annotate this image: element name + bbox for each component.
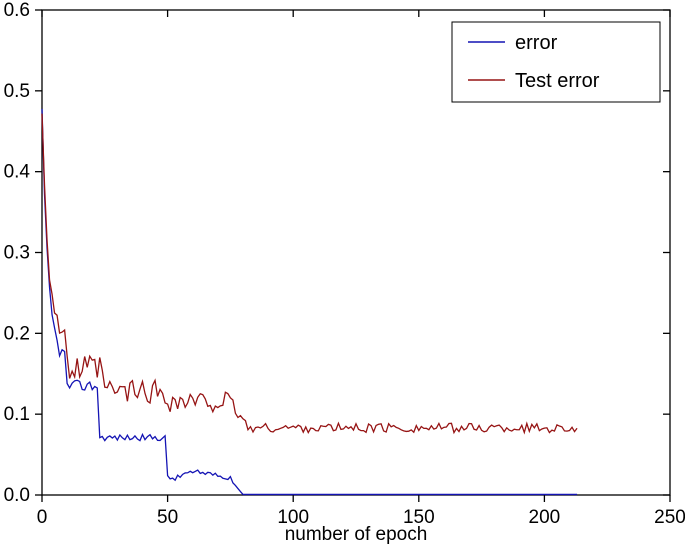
y-tick-label-0.6: 0.6 [4,0,30,21]
chart-container: 0 50 100 150 200 250 0.0 0.1 0.2 0.3 0.4 0.5 0.6 nu… [0,0,685,550]
y-tick-label-0.4: 0.4 [4,162,31,183]
x-axis-title: number of epoch [285,524,428,545]
y-tick-label-0.5: 0.5 [4,81,30,102]
y-tick-label-0.2: 0.2 [4,323,30,344]
y-tick-label-0.3: 0.3 [4,243,30,264]
test-error-line-series [42,114,577,433]
y-tick-label-0: 0.0 [4,485,30,506]
legend-label-error: error [515,32,558,54]
legend-label-test-error: Test error [515,70,600,92]
line-chart-svg: 0 50 100 150 200 250 0.00.10.20.30.40.50.6 nu… [0,0,685,550]
error-line-series [42,109,577,495]
x-tick-label-50: 50 [157,507,178,528]
x-tick-label-250: 250 [654,507,685,528]
x-tick-label-0: 0 [37,507,48,528]
x-tick-label-200: 200 [529,507,561,528]
y-tick-label-0.1: 0.1 [4,404,30,425]
legend-box-group[interactable]: error Test error [452,22,660,102]
